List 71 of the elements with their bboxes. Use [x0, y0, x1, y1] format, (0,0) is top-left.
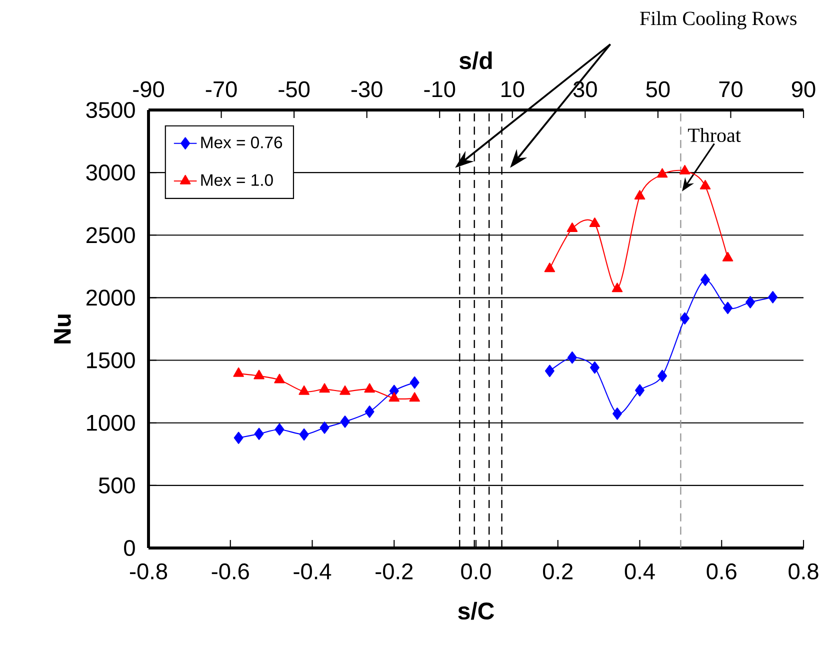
x2-tick-label: -10 [424, 81, 456, 98]
point [658, 370, 668, 382]
point [589, 217, 600, 227]
point [320, 422, 330, 434]
point [768, 291, 778, 304]
x2-tick-label: 30 [573, 81, 597, 98]
point [298, 385, 310, 395]
ref-line-label: Throat [688, 128, 741, 142]
x-axis-title: s/C [458, 602, 494, 620]
x-tick-label: -0.8 [130, 563, 168, 580]
point [299, 428, 309, 441]
point [700, 274, 710, 286]
point [409, 392, 420, 402]
y-tick-label: 3000 [86, 164, 135, 181]
point [544, 262, 556, 272]
x-tick-label: 0.8 [788, 563, 818, 580]
legend-label: Mex = 0.76 [201, 136, 282, 148]
point [364, 383, 375, 393]
legend-label: Mex = 1.0 [201, 174, 273, 186]
point [635, 384, 644, 396]
point [656, 168, 668, 178]
y-tick-label: 3500 [86, 102, 135, 118]
y-tick-label: 0 [124, 540, 135, 556]
point [234, 432, 244, 444]
y-tick-label: 1500 [87, 352, 135, 368]
x-tick-label: -0.4 [294, 563, 332, 580]
point [612, 408, 622, 420]
point [410, 376, 420, 389]
text: Film Cooling Rows [640, 11, 797, 30]
point [722, 252, 734, 262]
y-tick-label: 1000 [87, 414, 135, 431]
point [566, 222, 578, 232]
point [319, 383, 330, 393]
x2-tick-label: -30 [351, 81, 382, 98]
x2-axis-title: s/d [460, 52, 492, 70]
point [254, 428, 264, 440]
x-tick-label: 0.2 [543, 563, 572, 580]
point [612, 282, 623, 292]
point [700, 180, 711, 190]
y-tick-label: 2500 [86, 227, 135, 244]
point [274, 423, 284, 436]
point [679, 164, 690, 174]
y-tick-label: 500 [98, 477, 135, 494]
y-tick-label: 2000 [86, 290, 135, 306]
point [634, 190, 646, 200]
point [388, 392, 400, 402]
x-tick-label: 0.0 [461, 563, 491, 580]
x-tick-label: 0.6 [706, 563, 736, 580]
point [340, 385, 350, 395]
point [680, 312, 690, 324]
point [340, 416, 350, 428]
x2-tick-label: -50 [278, 81, 310, 98]
x2-tick-label: 70 [719, 81, 742, 98]
point [254, 370, 264, 380]
x2-tick-label: 10 [502, 81, 524, 98]
x-tick-label: -0.6 [212, 563, 249, 580]
point [274, 374, 285, 384]
x-tick-label: 0.4 [624, 563, 655, 580]
point [590, 361, 600, 374]
x2-tick-label: -90 [133, 81, 164, 98]
x-tick-label: -0.2 [376, 563, 413, 580]
point [544, 364, 554, 378]
y-axis-title: Nu [54, 314, 71, 344]
point [567, 351, 577, 364]
x2-tick-label: 90 [792, 81, 816, 98]
x2-tick-label: -70 [206, 81, 237, 98]
point [723, 302, 733, 314]
x2-tick-label: 50 [646, 81, 670, 98]
point [233, 367, 244, 377]
point [746, 296, 756, 308]
point [364, 406, 374, 418]
